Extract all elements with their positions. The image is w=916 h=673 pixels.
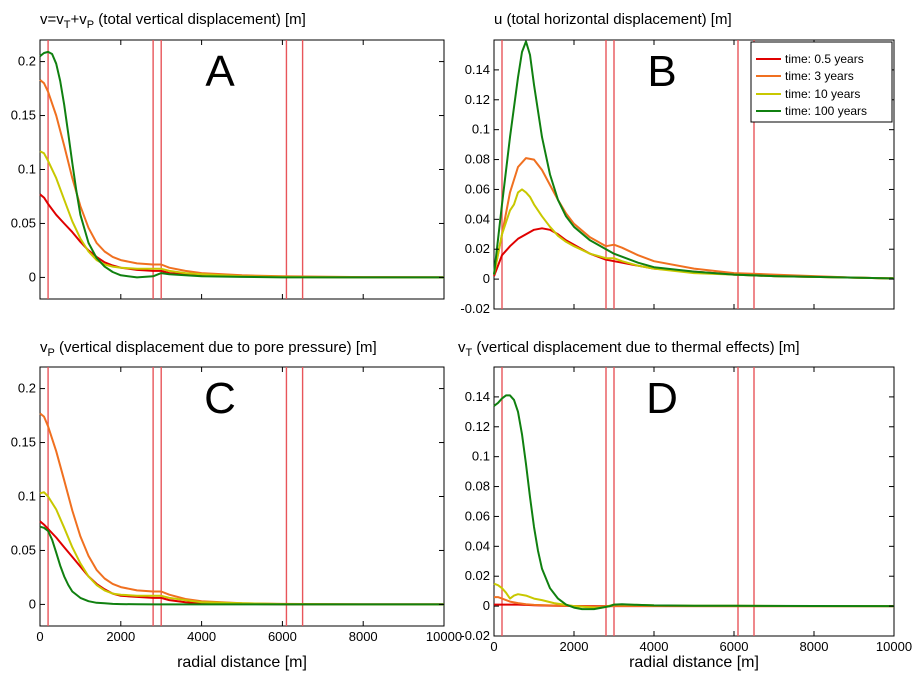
panel-d-axes (493, 366, 895, 637)
xtick-label: 6000 (268, 629, 297, 644)
xtick-label: 6000 (720, 639, 749, 654)
series-t3 (39, 412, 444, 606)
ytick-label: 0.12 (465, 419, 490, 434)
ytick-label: 0.1 (472, 449, 490, 464)
panel-a-yticks: 0 0.05 0.1 0.15 0.2 (11, 54, 444, 284)
panel-b-vlines (501, 40, 755, 309)
xtick-label: 0 (490, 639, 497, 654)
ytick-label: 0.05 (11, 542, 36, 557)
ytick-label: 0.14 (465, 389, 490, 404)
ytick-label: 0.06 (465, 508, 490, 523)
ytick-label: 0.08 (465, 152, 490, 167)
series-t100 (39, 525, 444, 606)
xtick-label: 8000 (349, 629, 378, 644)
series-t10 (39, 150, 444, 279)
panel-c-xlabel: radial distance [m] (177, 654, 307, 671)
panel-c-title: vP (vertical displacement due to pore pr… (40, 339, 377, 359)
ytick-label: 0.15 (11, 435, 36, 450)
xtick-label: 10000 (876, 639, 912, 654)
panel-c: vP (vertical displacement due to pore pr… (11, 339, 462, 671)
ytick-label: 0.15 (11, 108, 36, 123)
ytick-label: -0.02 (460, 301, 490, 316)
ytick-label: 0 (483, 598, 490, 613)
panel-d-series (493, 394, 895, 611)
series-t100 (39, 50, 444, 279)
series-t10 (493, 582, 894, 609)
panel-b: u (total horizontal displacement) [m] -0… (460, 11, 895, 316)
ytick-label: 0.04 (465, 538, 490, 553)
panel-d-xlabel: radial distance [m] (629, 654, 759, 671)
panel-a-title: v=vT+vP (total vertical displacement) [m… (40, 11, 306, 31)
panel-b-yticks: -0.02 0 0.02 0.04 0.06 0.08 0.1 0.12 0.14 (460, 62, 894, 316)
series-t100 (493, 394, 895, 611)
ytick-label: 0.08 (465, 479, 490, 494)
ytick-label: 0.1 (18, 162, 36, 177)
ytick-label: 0 (29, 596, 36, 611)
panel-d-letter: D (646, 374, 678, 423)
ytick-label: 0 (483, 271, 490, 286)
xtick-label: 8000 (800, 639, 829, 654)
ytick-label: 0.04 (465, 211, 490, 226)
series-t3 (493, 157, 895, 280)
legend-label-t05: time: 0.5 years (785, 52, 864, 66)
ytick-label: -0.02 (460, 628, 490, 643)
xtick-label: 2000 (560, 639, 589, 654)
ytick-label: 0.1 (18, 489, 36, 504)
panel-a-letter: A (205, 47, 235, 96)
ytick-label: 0.1 (472, 122, 490, 137)
panel-b-axes (493, 39, 895, 310)
series-t05 (39, 520, 444, 606)
ytick-label: 0.05 (11, 215, 36, 230)
xtick-label: 4000 (640, 639, 669, 654)
panel-c-xticks: 0 2000 4000 6000 8000 10000 (36, 367, 462, 644)
ytick-label: 0.14 (465, 62, 490, 77)
legend-label-t100: time: 100 years (785, 104, 867, 118)
panel-b-letter: B (647, 47, 676, 96)
ytick-label: 0.06 (465, 181, 490, 196)
panel-a-series (39, 50, 445, 279)
series-t10 (493, 188, 895, 280)
legend-box (750, 41, 893, 123)
legend: time: 0.5 years time: 3 years time: 10 y… (750, 41, 893, 123)
panel-b-title: u (total horizontal displacement) [m] (494, 11, 732, 28)
panel-d-title: vT (vertical displacement due to thermal… (458, 339, 800, 359)
legend-label-t10: time: 10 years (785, 87, 860, 101)
ytick-label: 0.02 (465, 241, 490, 256)
panel-d-yticks: -0.02 0 0.02 0.04 0.06 0.08 0.1 0.12 0.14 (460, 389, 894, 643)
panel-d-xticks: 0 2000 4000 6000 8000 10000 (490, 367, 912, 654)
series-t3 (39, 79, 445, 279)
legend-label-t3: time: 3 years (785, 69, 854, 83)
panel-c-letter: C (204, 374, 236, 423)
panel-a-xticks (120, 40, 445, 299)
xtick-label: 0 (36, 629, 43, 644)
panel-a: v=vT+vP (total vertical displacement) [m… (11, 11, 445, 300)
panel-c-series (39, 412, 444, 606)
panel-a-vlines (47, 40, 304, 299)
panel-c-yticks: 0 0.05 0.1 0.15 0.2 (11, 381, 444, 611)
xtick-label: 2000 (106, 629, 135, 644)
panel-b-series (493, 40, 895, 280)
series-t05 (39, 193, 444, 279)
ytick-label: 0 (29, 269, 36, 284)
ytick-label: 0.2 (18, 381, 36, 396)
panel-d: vT (vertical displacement due to thermal… (458, 339, 912, 671)
panel-d-vlines (501, 367, 755, 636)
series-t100 (493, 40, 895, 280)
panel-c-vlines (47, 367, 304, 626)
series-t10 (39, 491, 444, 606)
xtick-label: 4000 (187, 629, 216, 644)
ytick-label: 0.02 (465, 568, 490, 583)
ytick-label: 0.2 (18, 54, 36, 69)
ytick-label: 0.12 (465, 92, 490, 107)
xtick-label: 10000 (426, 629, 462, 644)
